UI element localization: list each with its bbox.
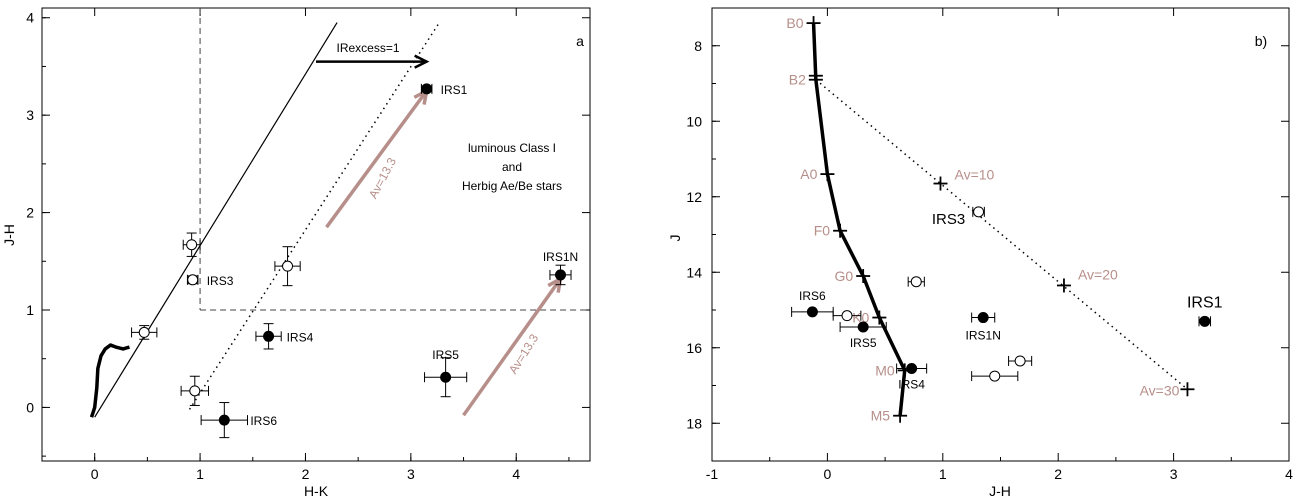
panel-a-frame — [41, 7, 591, 462]
ctts-locus-line — [94, 22, 338, 418]
star-label: IRS1 — [1187, 294, 1223, 311]
star-point-filled — [263, 330, 275, 342]
x-tick-label: 4 — [1285, 466, 1293, 482]
y-tick-label: 0 — [26, 399, 34, 415]
star-point-open — [138, 326, 150, 338]
star-point-filled — [421, 83, 433, 95]
spectral-type-label: B0 — [786, 15, 803, 31]
star-label: IRS1N — [966, 329, 1001, 343]
irexcess-arrowhead — [414, 54, 430, 69]
av-arrow — [325, 89, 429, 229]
panel-b-points: IRS1 IRS1N IRS3 IRS4 IRS5 IRS6 — [791, 206, 1223, 392]
x-tick-label: 3 — [1170, 466, 1178, 482]
av-marker-label: Av=30 — [1140, 382, 1180, 398]
x-tick-label: -1 — [706, 466, 719, 482]
star-point-open — [973, 206, 985, 218]
spectral-type-label: F0 — [814, 223, 831, 239]
star-point-filled — [906, 363, 918, 375]
x-tick-label: 2 — [302, 466, 310, 482]
star-point-filled — [440, 371, 452, 383]
x-tick-label: 4 — [512, 466, 520, 482]
panel-a-ylabel: J-H — [1, 224, 17, 246]
panel-a-label: a — [576, 33, 584, 49]
star-label: IRS4 — [898, 378, 925, 392]
star-point-open — [910, 276, 922, 288]
x-tick-label: 0 — [91, 466, 99, 482]
y-tick-label: 3 — [26, 107, 34, 123]
av-label-1: Av=13.3 — [366, 155, 399, 201]
y-tick-label: 2 — [26, 205, 34, 221]
panel-a-plot: 0 1 2 3 4 0 1 2 3 4 IRS1 IRS1N IRS3 IRS4 IRS5 IRS6 H-K… — [1, 7, 591, 499]
panel-b-ylabel: J — [667, 235, 683, 242]
av-label-2: Av=13.3 — [506, 331, 541, 376]
x-tick-label: 0 — [824, 466, 832, 482]
x-tick-label: 1 — [939, 466, 947, 482]
y-tick-label: 12 — [686, 189, 702, 205]
x-tick-label: 2 — [1054, 466, 1062, 482]
av-marker-label: Av=20 — [1078, 266, 1118, 282]
star-label: IRS4 — [287, 330, 314, 344]
panel-b-label: b) — [1255, 33, 1267, 49]
star-point-open — [189, 385, 201, 397]
panel-a-xlabel: H-K — [304, 483, 329, 499]
x-tick-label: 3 — [407, 466, 415, 482]
star-point-open — [187, 274, 199, 286]
star-label: IRS5 — [850, 336, 877, 350]
spectral-type-label: M5 — [871, 408, 891, 424]
y-tick-label: 1 — [26, 302, 34, 318]
irexcess-label: IRexcess=1 — [336, 41, 399, 55]
main-sequence-curve — [89, 343, 130, 418]
panel-a-points: IRS1 IRS1N IRS3 IRS4 IRS5 IRS6 — [131, 83, 578, 439]
av-arrow — [462, 277, 562, 417]
star-point-open — [989, 370, 1001, 382]
reddening-line — [188, 22, 440, 410]
spectral-type-label: G0 — [834, 268, 853, 284]
y-tick-label: 14 — [686, 264, 702, 280]
region-label-line3: Herbig Ae/Be stars — [462, 179, 562, 193]
panel-b-xlabel: J-H — [989, 483, 1011, 499]
star-label: IRS6 — [799, 289, 826, 303]
star-point-open — [1014, 355, 1026, 367]
star-point-filled — [554, 269, 566, 281]
y-tick-label: 4 — [26, 10, 34, 26]
region-label-line1: luminous Class I — [468, 141, 556, 155]
spectral-type-label: A0 — [800, 166, 817, 182]
region-label-line2: and — [502, 160, 522, 174]
main-sequence-curve — [811, 23, 907, 416]
spectral-type-label: B2 — [789, 72, 806, 88]
star-label: IRS3 — [932, 211, 965, 228]
y-tick-label: 16 — [686, 340, 702, 356]
x-tick-label: 1 — [196, 466, 204, 482]
spectral-type-label: M0 — [875, 362, 895, 378]
y-tick-label: 18 — [686, 415, 702, 431]
star-point-filled — [218, 414, 230, 426]
star-point-filled — [857, 321, 869, 333]
panel-a-ticks: 0 1 2 3 4 0 1 2 3 4 — [26, 8, 590, 482]
y-tick-label: 8 — [694, 38, 702, 54]
star-label: IRS5 — [432, 348, 459, 362]
star-point-filled — [977, 312, 989, 324]
av-marker-label: Av=10 — [954, 167, 994, 183]
star-point-filled — [806, 306, 818, 318]
star-label: IRS1 — [441, 83, 468, 97]
y-tick-label: 10 — [686, 113, 702, 129]
star-label: IRS1N — [543, 250, 578, 264]
star-point-filled — [1199, 315, 1211, 327]
star-label: IRS3 — [207, 274, 234, 288]
star-point-open — [186, 239, 198, 251]
star-point-open — [841, 310, 853, 322]
star-point-open — [282, 260, 294, 272]
star-label: IRS6 — [250, 414, 277, 428]
